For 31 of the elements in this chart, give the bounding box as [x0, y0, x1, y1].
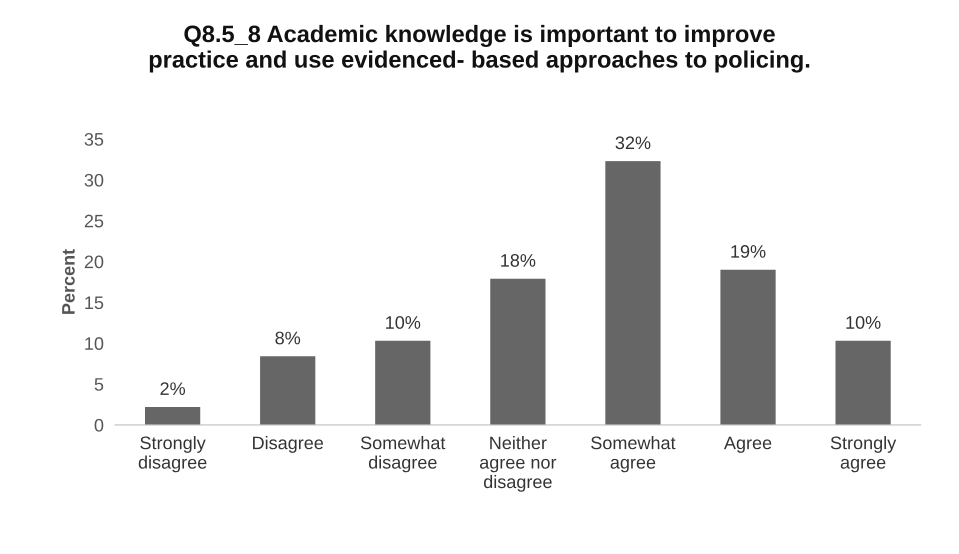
x-tick-label: Disagree — [253, 436, 324, 453]
bar — [720, 270, 776, 425]
y-tick-label: 20 — [84, 256, 104, 268]
x-tick-label: Strongly agree — [830, 436, 896, 472]
x-tick-label: Agree — [724, 436, 772, 453]
y-tick-label: 0 — [94, 418, 104, 432]
bar — [145, 406, 200, 425]
y-tick-label: 5 — [94, 378, 104, 391]
y-tick-label: 30 — [84, 174, 104, 187]
bar — [260, 356, 316, 425]
data-label: 18% — [501, 254, 536, 267]
y-tick-label: 25 — [84, 214, 104, 228]
y-tick-label: 10 — [85, 337, 104, 350]
chart-title: Q8.5_8 Academic knowledge is important to improve practice and use evidenced- based approaches to policing. — [150, 24, 810, 73]
data-label: 32% — [616, 136, 650, 150]
data-label: 10% — [386, 316, 420, 329]
y-tick-label: 35 — [84, 132, 104, 146]
data-label: 10% — [846, 316, 881, 329]
data-label: 8% — [275, 332, 300, 344]
x-tick-label: Somewhat disagree — [360, 436, 446, 472]
y-axis-title: Percent — [62, 249, 75, 314]
x-tick-label: Neither agree nor disagree — [480, 436, 556, 492]
x-tick-label: Strongly disagree — [138, 436, 206, 472]
data-label: 19% — [731, 245, 766, 258]
y-tick-label: 15 — [85, 296, 104, 310]
x-tick-label: Somewhat agree — [591, 436, 676, 472]
bar — [835, 340, 891, 425]
data-label: 2% — [160, 382, 186, 395]
bar — [490, 278, 546, 425]
bar — [605, 161, 661, 425]
bar — [375, 340, 430, 425]
